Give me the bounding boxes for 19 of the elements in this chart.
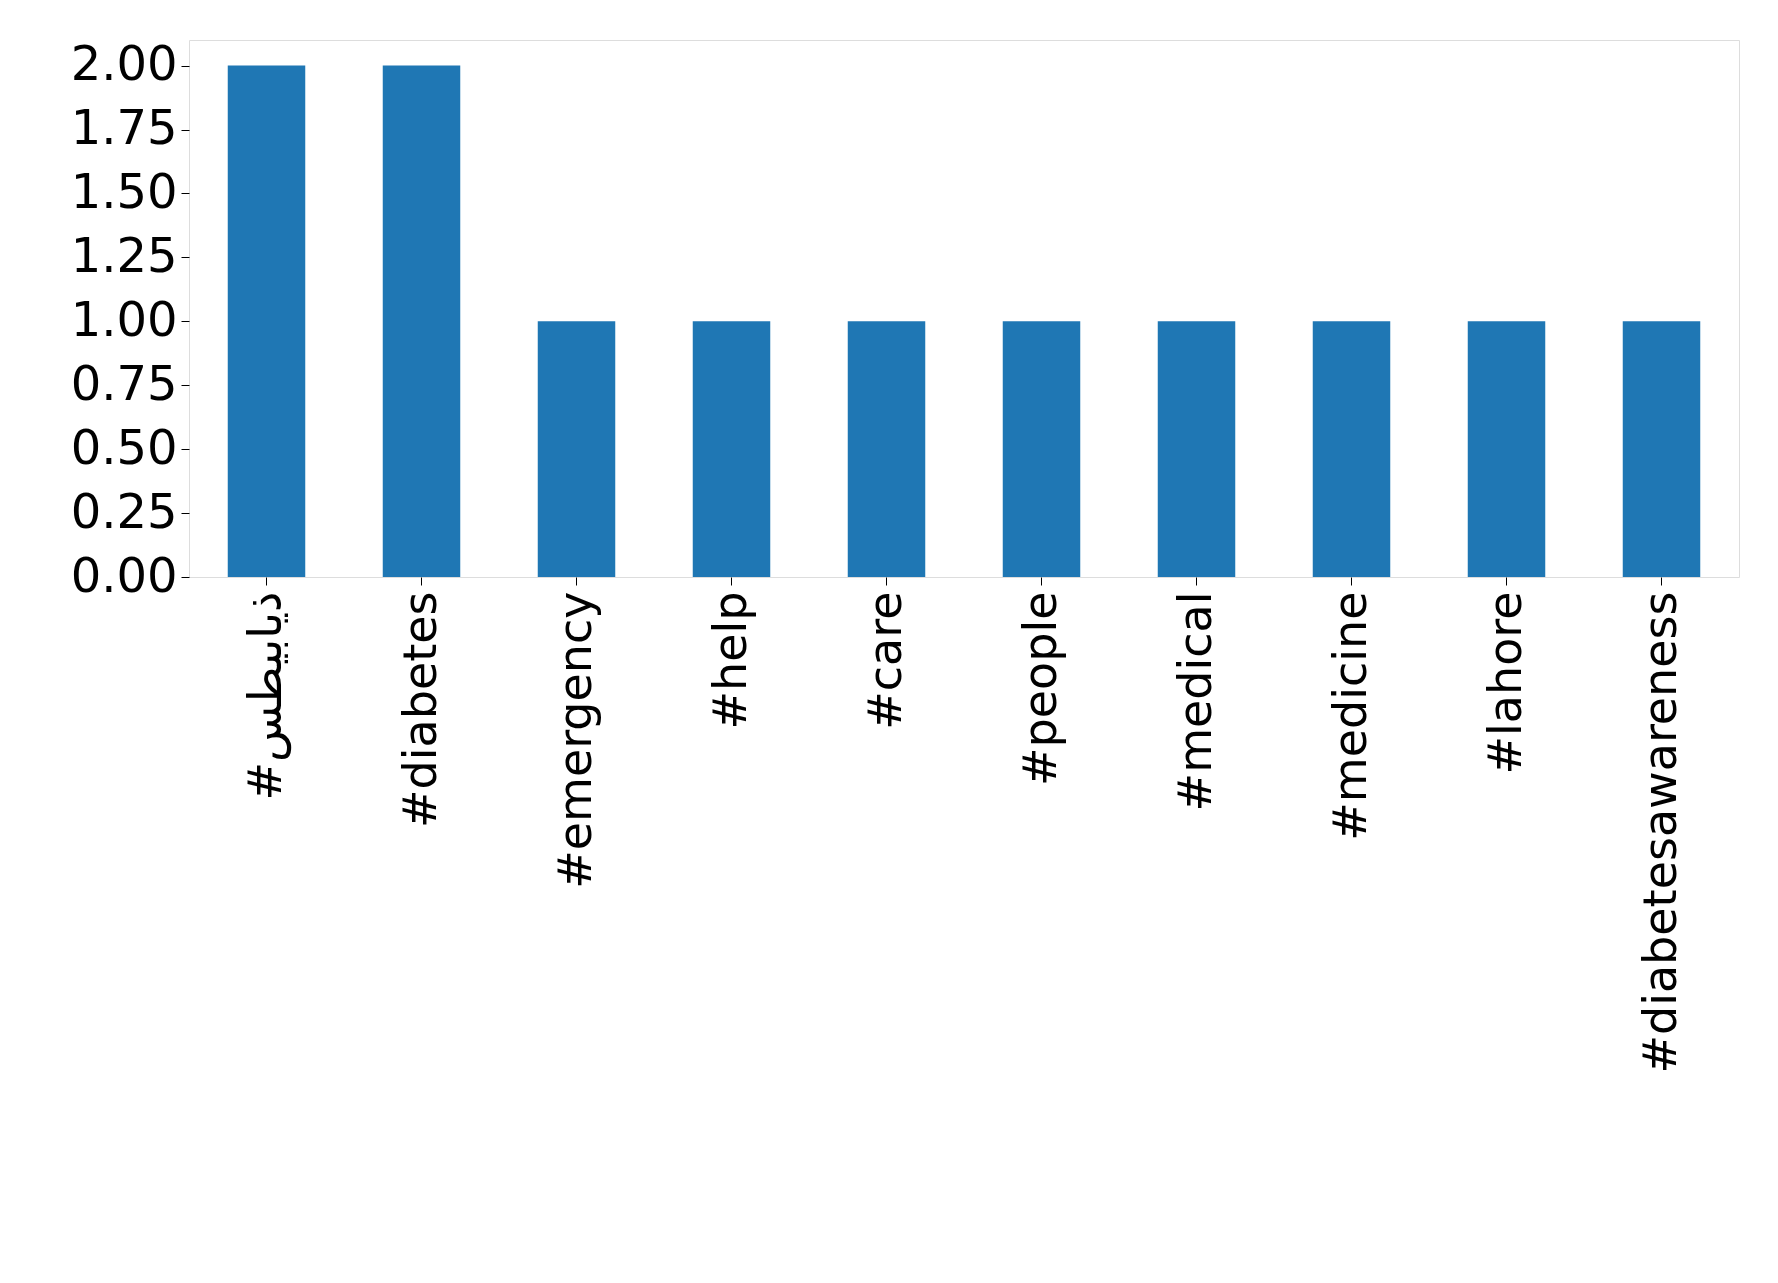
x-tick-label: #help — [702, 591, 757, 730]
x-tick-label: #people — [1012, 591, 1067, 786]
x-tick-label: #diabetesawareness — [1632, 591, 1687, 1074]
y-tick-label: 1.50 — [70, 162, 178, 219]
x-tick-label: #diabetes — [392, 591, 447, 829]
y-tick-label: 0.50 — [70, 418, 178, 475]
x-tick-label: #medicine — [1322, 591, 1377, 841]
y-tick-label: 0.75 — [70, 354, 178, 411]
y-tick-label: 1.25 — [70, 226, 178, 283]
x-tick-label: #care — [857, 591, 912, 730]
x-tick-label: #lahore — [1477, 591, 1532, 775]
y-tick-label: 1.75 — [70, 99, 178, 155]
x-tick-label: #medical — [1167, 591, 1222, 812]
y-tick-label: 0.25 — [70, 482, 178, 539]
y-tick-label: 2.00 — [70, 35, 178, 92]
x-tick-label: #emergency — [547, 591, 602, 889]
x-tick-label: #ذیابیطس — [237, 591, 292, 801]
y-tick-label: 1.00 — [70, 290, 178, 347]
y-tick-label: 0.00 — [70, 546, 178, 603]
